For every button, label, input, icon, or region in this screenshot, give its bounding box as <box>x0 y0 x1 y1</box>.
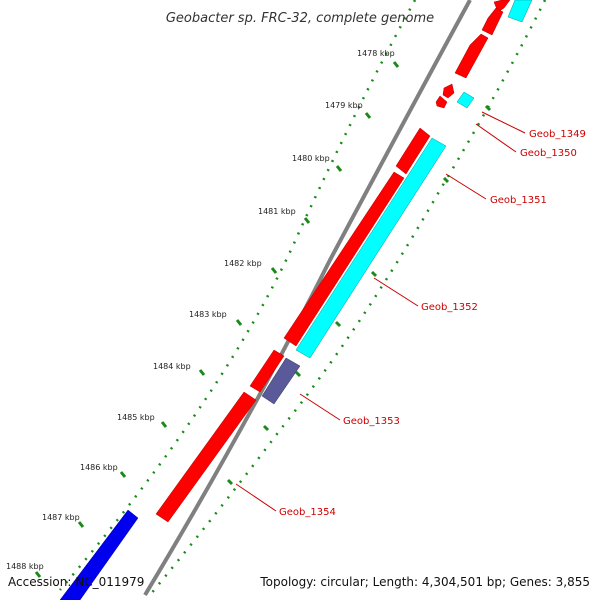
tick-marks-inner <box>226 104 492 486</box>
gene-label-geob-1349[interactable]: Geob_1349 <box>529 129 586 140</box>
gene-features-upstream <box>454 0 533 79</box>
tick-label: 1478 kbp <box>357 49 395 58</box>
gene-geob-1350[interactable] <box>435 95 448 109</box>
tick-label: 1479 kbp <box>325 101 363 110</box>
gene-geob-1353[interactable] <box>261 357 301 405</box>
tick-label: 1482 kbp <box>224 259 262 268</box>
map-title: Geobacter sp. FRC-32, complete genome <box>166 11 434 26</box>
genome-backbone <box>143 0 472 597</box>
tick-label: 1485 kbp <box>117 413 155 422</box>
gene-geob-1351[interactable] <box>395 127 431 175</box>
tick-marks-outer <box>34 61 400 578</box>
tick-label: 1480 kbp <box>292 154 330 163</box>
rna-feature[interactable] <box>59 509 139 600</box>
gene-geob-1350-cyan[interactable] <box>456 91 475 109</box>
gene-geob-1352[interactable] <box>295 137 447 359</box>
gene-feature[interactable] <box>507 0 533 23</box>
tick-label: 1486 kbp <box>80 463 118 472</box>
tick-ring-outer <box>59 0 417 591</box>
tick-label: 1484 kbp <box>153 362 191 371</box>
accession-text: Accession: NC_011979 <box>8 575 144 589</box>
tick-label: 1487 kbp <box>42 513 80 522</box>
genome-summary-text: Topology: circular; Length: 4,304,501 bp… <box>259 575 590 589</box>
tick-label: 1483 kbp <box>189 310 227 319</box>
gene-geob-1353-red[interactable] <box>249 349 285 393</box>
gene-labels: Geob_1349 Geob_1350 Geob_1351 Geob_1352 … <box>279 129 586 518</box>
gene-geob-1352-red[interactable] <box>283 171 405 347</box>
gene-geob-1349[interactable] <box>442 83 455 99</box>
leader-lines <box>235 111 526 512</box>
gene-label-geob-1354[interactable]: Geob_1354 <box>279 507 336 518</box>
gene-label-geob-1353[interactable]: Geob_1353 <box>343 416 400 427</box>
gene-label-geob-1351[interactable]: Geob_1351 <box>490 195 547 206</box>
gene-label-geob-1350[interactable]: Geob_1350 <box>520 148 577 159</box>
gene-geob-1354[interactable] <box>155 391 257 523</box>
gene-feature[interactable] <box>454 33 489 79</box>
tick-ring-inner <box>149 0 547 596</box>
tick-labels: 1478 kbp 1479 kbp 1480 kbp 1481 kbp 1482… <box>6 49 395 571</box>
gene-feature[interactable] <box>481 7 504 36</box>
gene-label-geob-1352[interactable]: Geob_1352 <box>421 302 478 313</box>
tick-label: 1481 kbp <box>258 207 296 216</box>
tick-label: 1488 kbp <box>6 562 44 571</box>
